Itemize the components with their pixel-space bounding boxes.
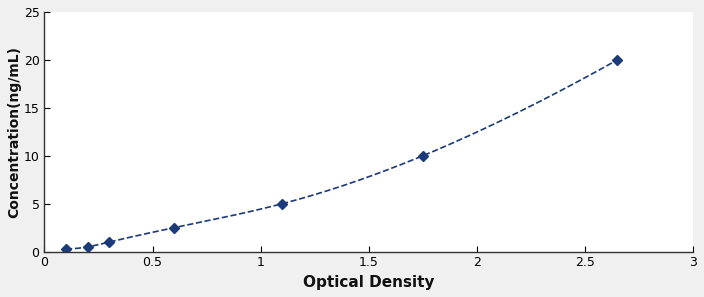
X-axis label: Optical Density: Optical Density [303, 275, 434, 290]
Y-axis label: Concentration(ng/mL): Concentration(ng/mL) [7, 46, 21, 218]
